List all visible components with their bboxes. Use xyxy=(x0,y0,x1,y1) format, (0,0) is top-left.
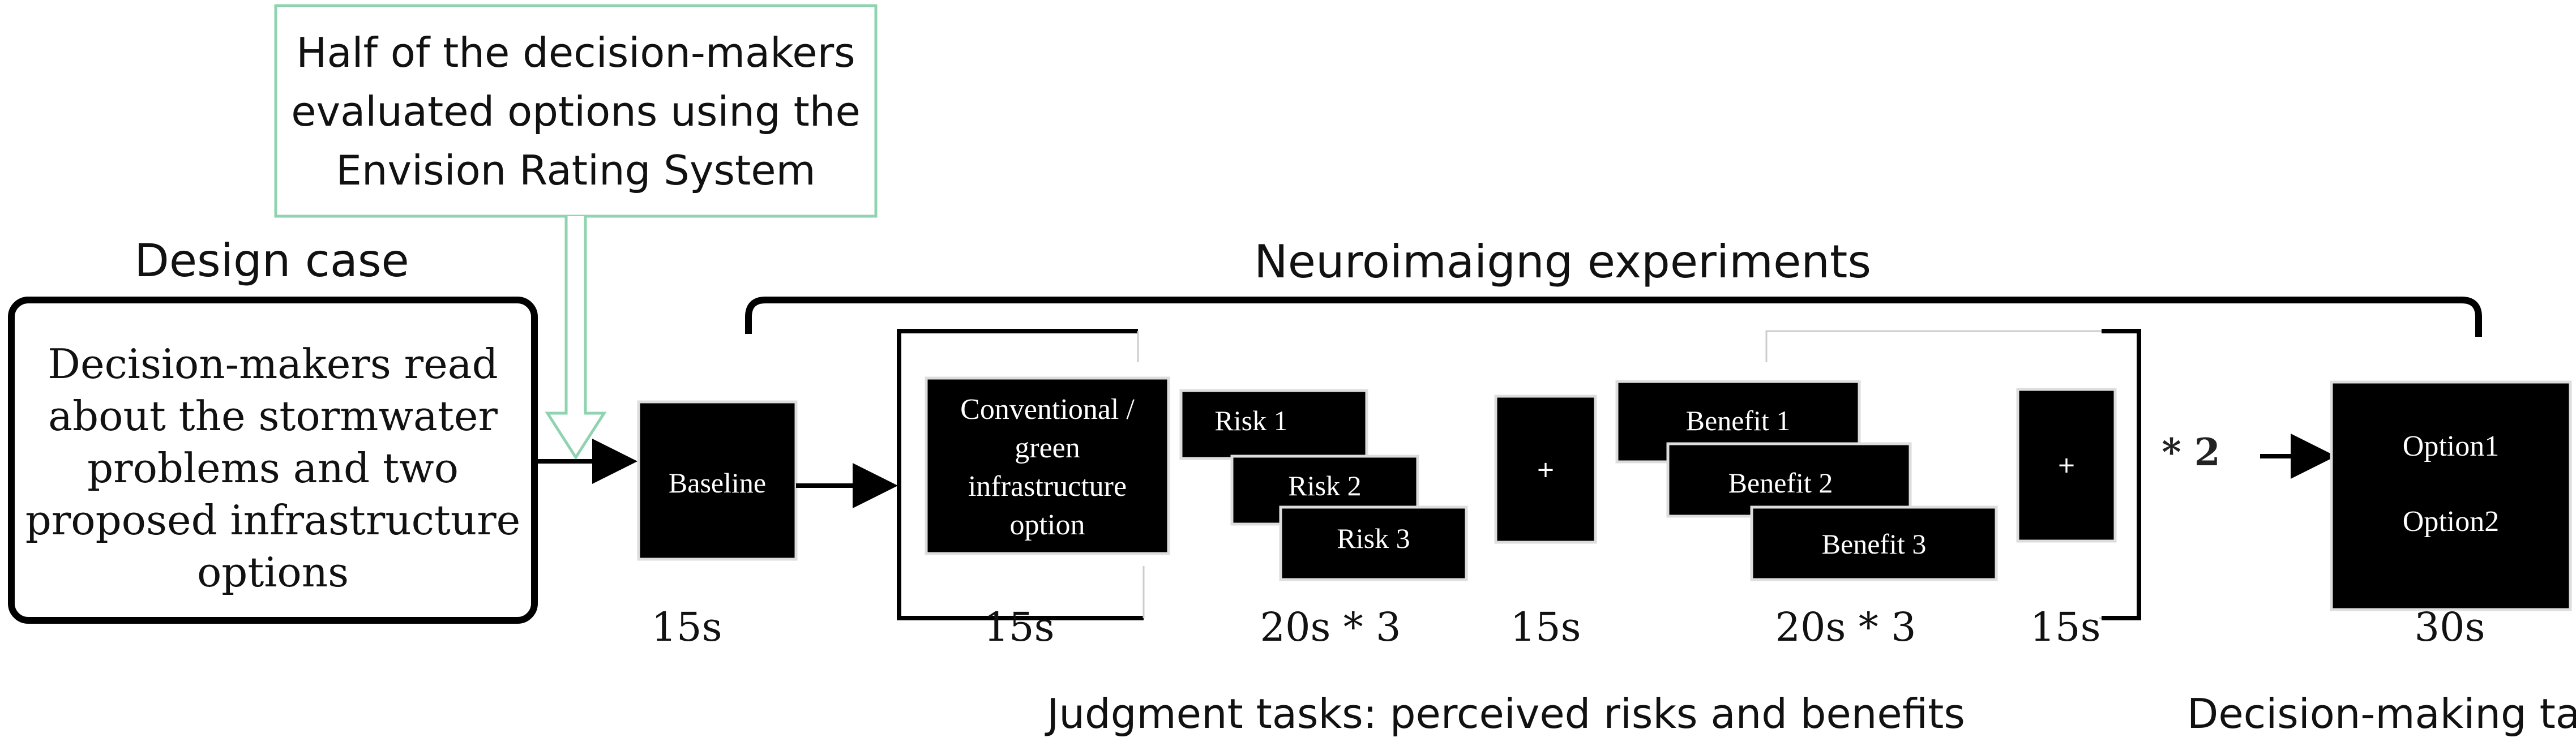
callout-line-1: Half of the decision-makers xyxy=(296,29,855,76)
design-case-title: Design case xyxy=(134,234,409,287)
decision-option-1: Option1 xyxy=(2403,430,2499,462)
design-case-line-2: about the stormwater xyxy=(48,392,498,440)
callout-pointer-arrow xyxy=(545,216,607,460)
callout-box xyxy=(274,4,878,218)
decision-stage: Option1 Option2 30s xyxy=(2330,380,2572,650)
decision-option-2: Option2 xyxy=(2403,505,2499,538)
fixation-stage-1: + 15s xyxy=(1494,395,1597,650)
design-case-line-4: proposed infrastructure xyxy=(25,496,521,544)
risk-box-1 xyxy=(1179,389,1368,460)
option-line-4: option xyxy=(1010,509,1085,541)
option-line-1: Conventional / xyxy=(960,393,1135,426)
repeat-bracket-right xyxy=(2102,329,2141,620)
design-case-line-3: problems and two xyxy=(87,444,459,492)
risk-label-2: Risk 2 xyxy=(1288,470,1361,501)
benefit-label-2: Benefit 2 xyxy=(1728,467,1833,499)
repeat-bracket xyxy=(897,329,2141,620)
baseline-time: 15s xyxy=(652,604,722,650)
callout-line-3: Envision Rating System xyxy=(336,147,815,194)
fixation-box-2 xyxy=(2016,388,2117,543)
fixation-time-2: 15s xyxy=(2030,604,2101,650)
decision-caption: Decision-making task xyxy=(2187,690,2576,738)
experiments-bracket: Neuroimaigng experiments xyxy=(745,235,2482,337)
design-case-line-1: Decision-makers read xyxy=(48,340,498,388)
judgment-caption: Judgment tasks: perceived risks and bene… xyxy=(1045,690,1965,738)
option-stage: Conventional / green infrastructure opti… xyxy=(925,376,1170,650)
decision-time: 30s xyxy=(2415,604,2485,650)
decision-box xyxy=(2330,380,2572,611)
fixation-cross-2: + xyxy=(2057,452,2076,478)
risk-label-1: Risk 1 xyxy=(1214,405,1287,436)
risk-box-3 xyxy=(1279,505,1468,581)
repeat-bracket-left xyxy=(897,329,1144,620)
fixation-box-1 xyxy=(1494,395,1597,544)
repeat-label: * 2 xyxy=(2162,430,2220,474)
benefit-label-3: Benefit 3 xyxy=(1822,528,1927,560)
callout-line-2: evaluated options using the xyxy=(291,88,861,135)
baseline-box xyxy=(637,400,798,561)
baseline-label: Baseline xyxy=(669,467,766,499)
baseline-stage: Baseline 15s xyxy=(637,400,798,650)
experiments-title: Neuroimaigng experiments xyxy=(1254,235,1871,288)
experiments-top-bracket xyxy=(745,297,2482,337)
fixation-stage-2: + 15s xyxy=(2016,388,2117,650)
risk-time: 20s * 3 xyxy=(1260,604,1401,650)
design-case-line-5: options xyxy=(197,548,349,596)
option-line-2: green xyxy=(1015,432,1080,464)
envision-callout: Half of the decision-makers evaluated op… xyxy=(274,4,878,460)
benefit-box-3 xyxy=(1750,505,1998,581)
option-box xyxy=(925,376,1170,555)
benefit-time: 20s * 3 xyxy=(1775,604,1916,650)
option-time: 15s xyxy=(984,604,1055,650)
benefit-stage: Benefit 1 Benefit 2 Benefit 3 20s * 3 xyxy=(1615,380,1998,650)
risk-label-3: Risk 3 xyxy=(1337,522,1410,554)
risk-stage: Risk 1 Risk 2 Risk 3 20s * 3 xyxy=(1179,389,1468,650)
design-case: Design case Decision-makers read about t… xyxy=(8,234,538,624)
option-line-3: infrastructure xyxy=(968,470,1127,503)
benefit-label-1: Benefit 1 xyxy=(1686,405,1791,436)
fixation-time-1: 15s xyxy=(1510,604,1581,650)
fixation-cross-1: + xyxy=(1536,457,1555,483)
